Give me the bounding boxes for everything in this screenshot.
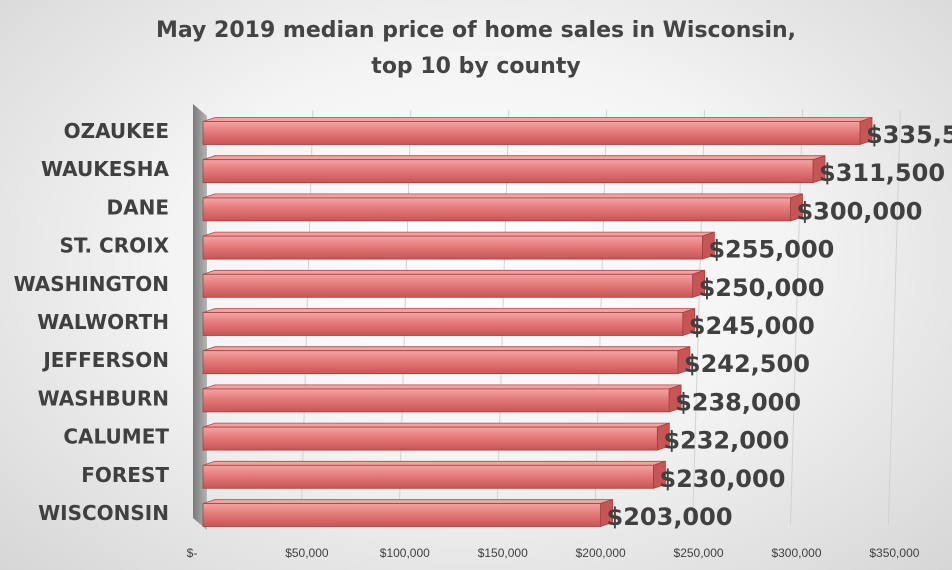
x-tick-label: $250,000 <box>674 546 724 560</box>
data-label: $232,000 <box>663 427 789 455</box>
x-tick-label: $200,000 <box>576 546 626 560</box>
bar-top-face <box>202 231 715 237</box>
x-tick-label: $- <box>187 546 198 560</box>
data-label: $230,000 <box>659 465 785 493</box>
category-label: WASHINGTON <box>14 272 169 296</box>
bar-front-face <box>202 503 601 527</box>
bar-top-face <box>202 460 666 466</box>
bar-front-face <box>202 426 658 451</box>
bar-top-face <box>202 308 695 313</box>
data-label: $255,000 <box>708 236 834 264</box>
bar <box>202 231 715 260</box>
bar-top-face <box>202 155 826 161</box>
bar-front-face <box>202 121 861 145</box>
category-label: WISCONSIN <box>38 501 169 525</box>
bar-top-face <box>202 422 670 428</box>
category-label: DANE <box>107 195 169 219</box>
bar <box>202 384 682 413</box>
data-label: $250,000 <box>699 274 825 302</box>
category-label: CALUMET <box>63 425 169 449</box>
bar-front-face <box>202 388 670 413</box>
x-tick-label: $50,000 <box>285 546 329 560</box>
bar-top-face <box>202 269 705 275</box>
bar-front-face <box>202 464 654 489</box>
bar <box>202 498 613 528</box>
bar-top-face <box>202 346 691 352</box>
bar-front-face <box>202 312 684 336</box>
bar-top-face <box>202 117 873 122</box>
x-tick-label: $100,000 <box>380 546 430 560</box>
bar-front-face <box>202 197 791 222</box>
category-label: OZAUKEE <box>64 119 169 143</box>
bar <box>202 193 803 222</box>
category-label: FOREST <box>81 463 169 487</box>
x-tick-label: $300,000 <box>771 546 821 560</box>
chart-title: May 2019 median price of home sales in W… <box>156 18 796 79</box>
category-label: JEFFERSON <box>41 348 169 372</box>
x-tick-label: $350,000 <box>869 546 919 560</box>
bar <box>202 116 873 146</box>
data-label: $311,500 <box>819 159 945 187</box>
bar <box>202 346 691 375</box>
bar-front-face <box>202 350 679 375</box>
x-tick-label: $150,000 <box>478 546 528 560</box>
category-label: ST. CROIX <box>59 234 169 258</box>
data-label: $242,500 <box>684 350 810 378</box>
category-label: WASHBURN <box>38 386 169 410</box>
chart-title-line-1: May 2019 median price of home sales in W… <box>156 18 796 43</box>
bar <box>202 307 696 337</box>
bar <box>202 422 670 451</box>
bar <box>202 460 666 489</box>
bar-top-face <box>202 384 682 390</box>
gridline <box>887 109 901 526</box>
chart-title-line-2: top 10 by county <box>371 54 580 79</box>
data-label: $203,000 <box>607 503 733 531</box>
data-label: $238,000 <box>675 388 801 416</box>
bar-front-face <box>202 159 814 184</box>
bar-front-face <box>202 235 703 260</box>
category-label: WAUKESHA <box>41 157 170 181</box>
category-label: WALWORTH <box>37 310 169 334</box>
bar-top-face <box>202 193 803 199</box>
bar-front-face <box>202 273 693 298</box>
bar <box>202 269 705 298</box>
data-label: $245,000 <box>689 312 815 340</box>
data-label: $300,000 <box>796 197 922 225</box>
bar-top-face <box>202 499 613 504</box>
data-label: $335,500 <box>866 121 952 149</box>
bar <box>202 155 826 184</box>
